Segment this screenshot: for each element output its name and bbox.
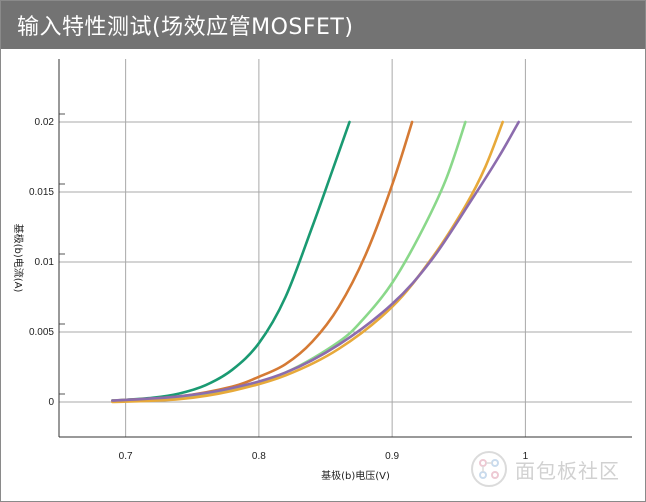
y-tick-label: 0.005	[29, 327, 54, 338]
y-tick-label: 0.01	[35, 257, 55, 268]
axes	[58, 59, 632, 438]
x-tick-label: 0.9	[385, 451, 399, 462]
series-lines	[111, 120, 520, 404]
x-tick-label: 0.7	[119, 451, 133, 462]
x-axis-label: 基极(b)电压(V)	[321, 469, 390, 482]
watermark-text: 面包板社区	[515, 458, 620, 483]
series-line	[111, 120, 520, 402]
window-title: 输入特性测试(场效应管MOSFET)	[17, 15, 354, 40]
y-tick-label: 0.02	[35, 117, 55, 128]
series-line	[111, 120, 504, 404]
watermark: 面包板社区	[469, 449, 620, 489]
series-line	[111, 120, 351, 402]
y-tick-label: 0.015	[29, 187, 54, 198]
y-axis-label: 基极(b)电流(A)	[12, 224, 25, 293]
series-line	[111, 120, 467, 402]
x-tick-label: 1	[523, 451, 529, 462]
title-bar: 输入特性测试(场效应管MOSFET)	[1, 1, 645, 49]
y-tick-label: 0	[48, 397, 54, 408]
grid-lines	[59, 59, 632, 437]
x-tick-label: 0.8	[252, 451, 266, 462]
series-line	[111, 120, 414, 402]
y-axis-ticks: 0 0.005 0.01 0.015 0.02	[29, 117, 54, 408]
x-axis-ticks: 0.7 0.8 0.9 1	[119, 451, 529, 462]
circuit-logo-icon	[471, 451, 507, 487]
